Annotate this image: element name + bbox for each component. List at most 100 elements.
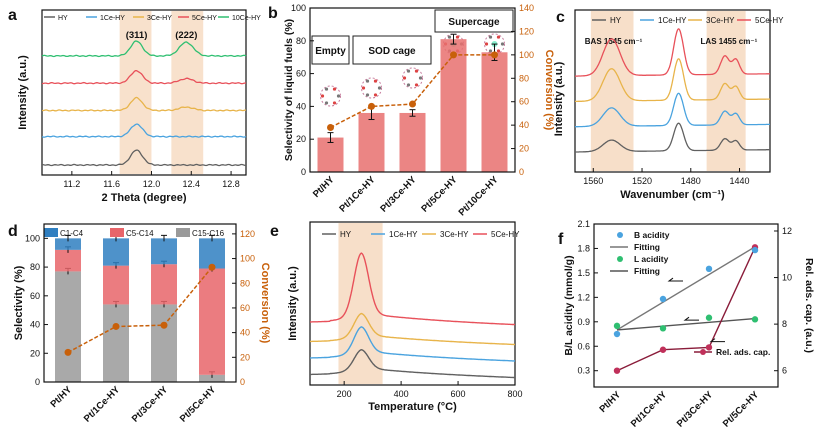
legend-label: Fitting xyxy=(634,242,660,252)
b-fitting-line xyxy=(616,246,756,331)
legend-label: 1Ce-HY xyxy=(389,230,418,239)
y-tick-label: 40 xyxy=(30,320,40,330)
bar-segment-C15-C16 xyxy=(151,304,177,382)
bar-selectivity xyxy=(481,52,508,172)
group-box-supercage xyxy=(434,9,514,33)
cage-atom xyxy=(496,49,501,53)
y2-tick-label: 20 xyxy=(519,144,529,154)
cage-atom xyxy=(418,76,423,80)
x-tick-label: 1560 xyxy=(583,176,603,186)
b-acidity-point xyxy=(705,265,713,273)
y2-axis-title: Rel. ads. cap. (a.u.) xyxy=(803,258,815,353)
legend-label: 5Ce-HY xyxy=(491,230,520,239)
peak-band xyxy=(338,223,383,384)
x-tick-label: 12.4 xyxy=(183,179,201,189)
legend-marker xyxy=(617,232,623,238)
bar-segment-C15-C16 xyxy=(199,374,225,382)
x-category-label: Pt/5Ce-HY xyxy=(178,384,219,425)
y-axis-title: Intensity (a.u.) xyxy=(553,61,565,136)
panel-letter-f: f xyxy=(558,231,564,248)
cage-atom xyxy=(455,35,460,39)
y-tick-label: 0 xyxy=(35,377,40,387)
y2-tick-label: 120 xyxy=(519,26,534,36)
x-tick-label: 1520 xyxy=(632,176,652,186)
y-tick-label: 0.3 xyxy=(577,366,590,376)
plot-frame-b xyxy=(309,7,516,173)
bar-segment-C1-C4 xyxy=(151,238,177,265)
bar-selectivity xyxy=(399,112,426,172)
y-axis-title: Selectivity of liquid fuels (%) xyxy=(283,19,295,161)
y2-tick-label: 100 xyxy=(519,50,534,60)
panel-letter-b: b xyxy=(268,5,278,22)
cage-atom xyxy=(406,83,411,87)
rel-ads-point xyxy=(613,367,621,374)
cage-atom xyxy=(500,42,505,46)
group-label: Empty xyxy=(315,46,346,57)
y-tick-label: 0.6 xyxy=(577,341,590,351)
panel-letter-e: e xyxy=(270,223,279,240)
cage-atom xyxy=(320,94,325,98)
trace-5Ce xyxy=(310,252,516,326)
trace-1Ce xyxy=(310,326,516,362)
x-tick-label: 12.0 xyxy=(143,179,161,189)
y-tick-label: 60 xyxy=(296,69,306,79)
legend-label: 5Ce-HY xyxy=(192,15,217,22)
plot-frame-c xyxy=(574,9,771,173)
cage-structure-icon xyxy=(402,67,423,89)
legend-label: 3Ce-HY xyxy=(706,16,735,25)
group-label: Supercage xyxy=(448,17,500,28)
x-axis-title: 2 Theta (degree) xyxy=(102,192,187,204)
y2-tick-label: 60 xyxy=(519,97,529,107)
y2-tick-label: 6 xyxy=(782,366,787,376)
cage-atom xyxy=(496,35,501,39)
plot-frame-f xyxy=(593,223,779,388)
cage-ring xyxy=(361,77,382,99)
l-fitting-line xyxy=(616,317,756,331)
y-tick-label: 1.5 xyxy=(577,268,590,278)
trace-HY xyxy=(310,348,515,379)
y2-tick-label: 0 xyxy=(519,167,524,177)
bar-segment-C1-C4 xyxy=(103,238,129,266)
legend-label: 10Ce-HY xyxy=(232,15,261,22)
conversion-point xyxy=(327,123,334,131)
cage-ring xyxy=(402,67,423,89)
l-acidity-point xyxy=(659,325,667,332)
cage-atom xyxy=(447,35,452,39)
axis-arrow-icon xyxy=(683,316,699,321)
conversion-point xyxy=(409,100,416,108)
x-category-label: Pt/10Ce-HY xyxy=(457,174,501,218)
legend-label: L acidity xyxy=(634,254,669,264)
conversion-point xyxy=(368,102,375,110)
group-label: SOD cage xyxy=(368,46,416,57)
cage-atom xyxy=(373,93,378,97)
y-axis-title: B/L acidity (mmol/g) xyxy=(563,255,575,355)
legend-label: 1Ce-HY xyxy=(658,16,687,25)
x-tick-label: 11.6 xyxy=(103,179,120,189)
legend-label: 3Ce-HY xyxy=(147,15,172,22)
trace-HY xyxy=(41,149,247,167)
legend-marker xyxy=(617,256,623,262)
y-tick-label: 20 xyxy=(30,348,40,358)
legend-label: Rel. ads. cap. xyxy=(716,347,770,357)
b-acidity-point xyxy=(659,295,667,303)
trace-5Ce xyxy=(41,70,247,85)
x-tick-label: 800 xyxy=(507,389,522,399)
cage-atom xyxy=(377,86,382,90)
cage-atom xyxy=(402,76,407,80)
bar-segment-C1-C4 xyxy=(199,238,225,269)
trace-1Ce xyxy=(575,92,770,128)
bar-selectivity xyxy=(317,137,344,172)
x-axis-title: Temperature (°C) xyxy=(368,401,457,413)
plot-frame-d xyxy=(43,223,237,383)
legend-label: B acidity xyxy=(634,230,670,240)
plot-frame-a xyxy=(41,9,247,176)
trace-5Ce xyxy=(575,28,770,77)
x-category-label: Pt/1Ce-HY xyxy=(82,384,123,425)
peak-band-311 xyxy=(119,11,152,174)
x-category-label: Pt/HY xyxy=(48,384,74,410)
y2-tick-label: 120 xyxy=(240,229,255,239)
legend-label: C1-C4 xyxy=(60,229,84,238)
bar-segment-C5-C14 xyxy=(199,268,225,375)
y2-tick-label: 12 xyxy=(782,226,792,236)
